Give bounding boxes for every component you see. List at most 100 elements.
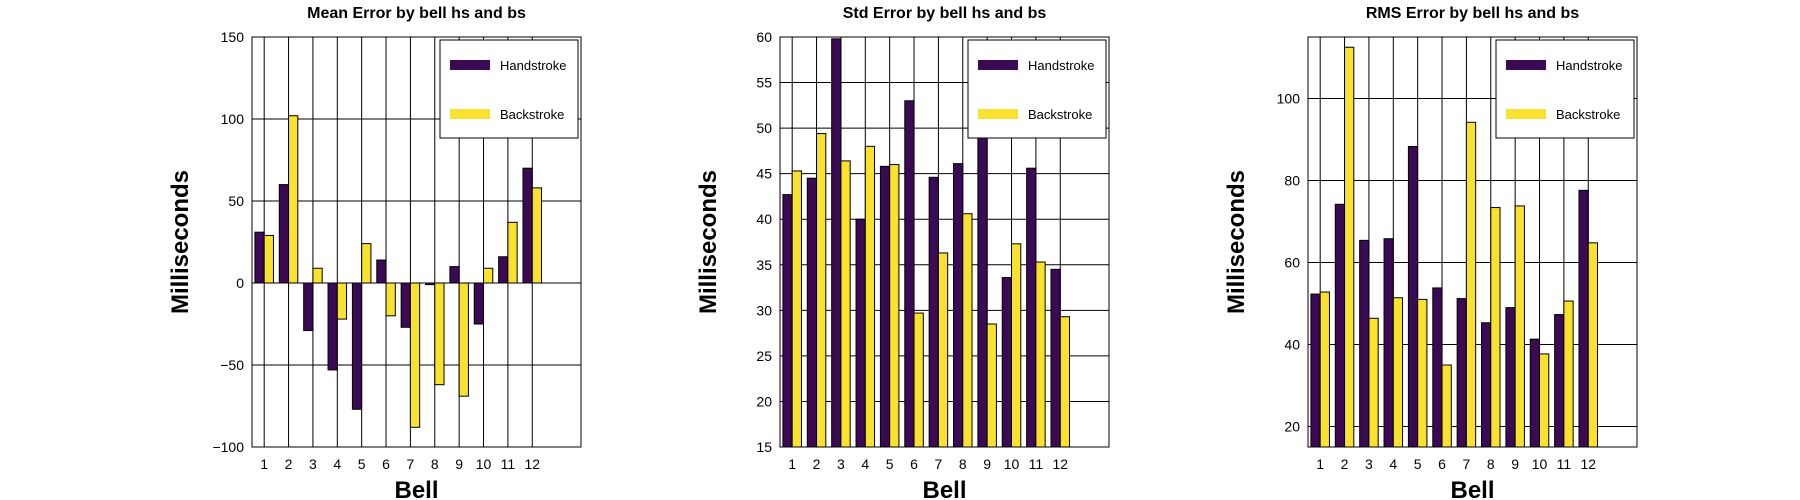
legend-swatch-backstroke — [978, 109, 1018, 119]
x-tick-label: 4 — [861, 456, 869, 472]
bar-backstroke-8 — [434, 282, 445, 386]
x-tick-label: 2 — [1341, 456, 1349, 472]
bar-backstroke-9 — [458, 282, 469, 397]
x-tick-label: 8 — [1487, 456, 1495, 472]
bar-handstroke-4 — [327, 282, 338, 371]
x-tick-label: 7 — [935, 456, 943, 472]
bar-backstroke-10 — [483, 267, 494, 284]
x-tick-label: 12 — [1052, 456, 1068, 472]
bar-handstroke-7 — [1456, 298, 1467, 448]
x-tick-label: 7 — [1463, 456, 1471, 472]
y-tick-label: 100 — [221, 111, 245, 127]
legend: Handstroke Backstroke — [967, 39, 1107, 139]
bar-handstroke-6 — [904, 100, 915, 448]
x-tick-label: 4 — [1389, 456, 1397, 472]
x-tick-label: 3 — [1365, 456, 1373, 472]
bar-backstroke-5 — [889, 164, 900, 448]
chart-title: Mean Error by bell hs and bs — [307, 5, 526, 22]
y-tick-label: 45 — [756, 166, 772, 182]
x-tick-label: 12 — [524, 456, 540, 472]
bar-handstroke-5 — [351, 282, 363, 410]
y-tick-label: 150 — [221, 29, 245, 45]
bar-backstroke-9 — [986, 323, 997, 448]
x-tick-label: 11 — [1557, 456, 1572, 472]
x-tick-label: 1 — [788, 456, 796, 472]
x-tick-label: 2 — [285, 456, 293, 472]
bar-handstroke-7 — [928, 176, 939, 448]
bar-backstroke-4 — [336, 282, 348, 320]
bar-handstroke-1 — [254, 231, 265, 284]
y-tick-label: 55 — [756, 75, 772, 91]
bar-handstroke-5 — [1407, 145, 1419, 448]
legend-box — [439, 39, 579, 139]
bar-backstroke-5 — [1417, 298, 1428, 448]
legend-swatch-backstroke — [450, 109, 490, 119]
bar-handstroke-10 — [1001, 277, 1013, 448]
legend-swatch-handstroke — [978, 60, 1018, 70]
bar-handstroke-4 — [1383, 238, 1394, 448]
x-tick-label: 9 — [983, 456, 991, 472]
y-tick-label: 35 — [756, 257, 772, 273]
x-tick-label: 3 — [309, 456, 317, 472]
x-tick-label: 6 — [382, 456, 390, 472]
x-axis-label: Bell — [394, 477, 438, 500]
bar-backstroke-10 — [1011, 243, 1022, 448]
x-axis-label: Bell — [922, 477, 966, 500]
bar-backstroke-1 — [1319, 291, 1330, 448]
plot-frame — [251, 36, 582, 448]
x-tick-label: 10 — [1532, 456, 1548, 472]
bar-backstroke-11 — [507, 221, 518, 284]
bar-handstroke-1 — [782, 194, 793, 448]
bar-handstroke-9 — [977, 136, 988, 448]
x-tick-label: 11 — [501, 456, 516, 472]
legend-label-backstroke: Backstroke — [500, 107, 564, 122]
bar-handstroke-2 — [806, 177, 818, 448]
legend-swatch-handstroke — [450, 60, 490, 70]
bar-backstroke-1 — [791, 170, 802, 448]
x-tick-label: 9 — [455, 456, 463, 472]
bar-backstroke-4 — [864, 145, 876, 448]
chart-title: RMS Error by bell hs and bs — [1366, 5, 1579, 22]
y-tick-label: 50 — [756, 120, 772, 136]
bar-backstroke-6 — [913, 312, 924, 448]
y-tick-label: 25 — [756, 348, 772, 364]
y-tick-label: 60 — [756, 29, 772, 45]
x-tick-label: 12 — [1580, 456, 1596, 472]
bar-handstroke-9 — [449, 266, 460, 284]
y-tick-label: 20 — [1284, 419, 1300, 435]
y-tick-label: 30 — [756, 302, 772, 318]
plot-frame — [1307, 36, 1638, 448]
bar-handstroke-9 — [1505, 307, 1516, 448]
legend-label-handstroke: Handstroke — [1556, 58, 1622, 73]
legend-box — [967, 39, 1107, 139]
bar-handstroke-3 — [1359, 239, 1370, 448]
legend-swatch-handstroke — [1506, 60, 1546, 70]
bar-backstroke-10 — [1539, 353, 1550, 448]
bar-backstroke-11 — [1035, 261, 1046, 448]
bar-backstroke-3 — [840, 160, 851, 448]
x-tick-label: 8 — [431, 456, 439, 472]
bar-backstroke-2 — [288, 115, 299, 284]
bar-handstroke-10 — [1529, 338, 1541, 448]
chart-title: Std Error by bell hs and bs — [843, 5, 1047, 22]
bar-handstroke-8 — [1481, 322, 1492, 448]
bar-handstroke-5 — [879, 165, 891, 448]
y-tick-label: 80 — [1284, 173, 1300, 189]
y-axis-label: Milliseconds — [695, 170, 722, 314]
bar-backstroke-6 — [1441, 364, 1452, 448]
bar-backstroke-2 — [816, 133, 827, 448]
bar-backstroke-7 — [937, 252, 949, 448]
bar-backstroke-12 — [1059, 316, 1071, 448]
x-tick-label: 4 — [333, 456, 341, 472]
x-tick-label: 8 — [959, 456, 967, 472]
bar-backstroke-2 — [1344, 46, 1355, 448]
legend-box — [1495, 39, 1635, 139]
bar-backstroke-5 — [361, 243, 372, 284]
x-tick-label: 1 — [260, 456, 268, 472]
x-tick-label: 11 — [1029, 456, 1044, 472]
y-tick-label: 40 — [756, 211, 772, 227]
bar-handstroke-1 — [1310, 293, 1321, 448]
